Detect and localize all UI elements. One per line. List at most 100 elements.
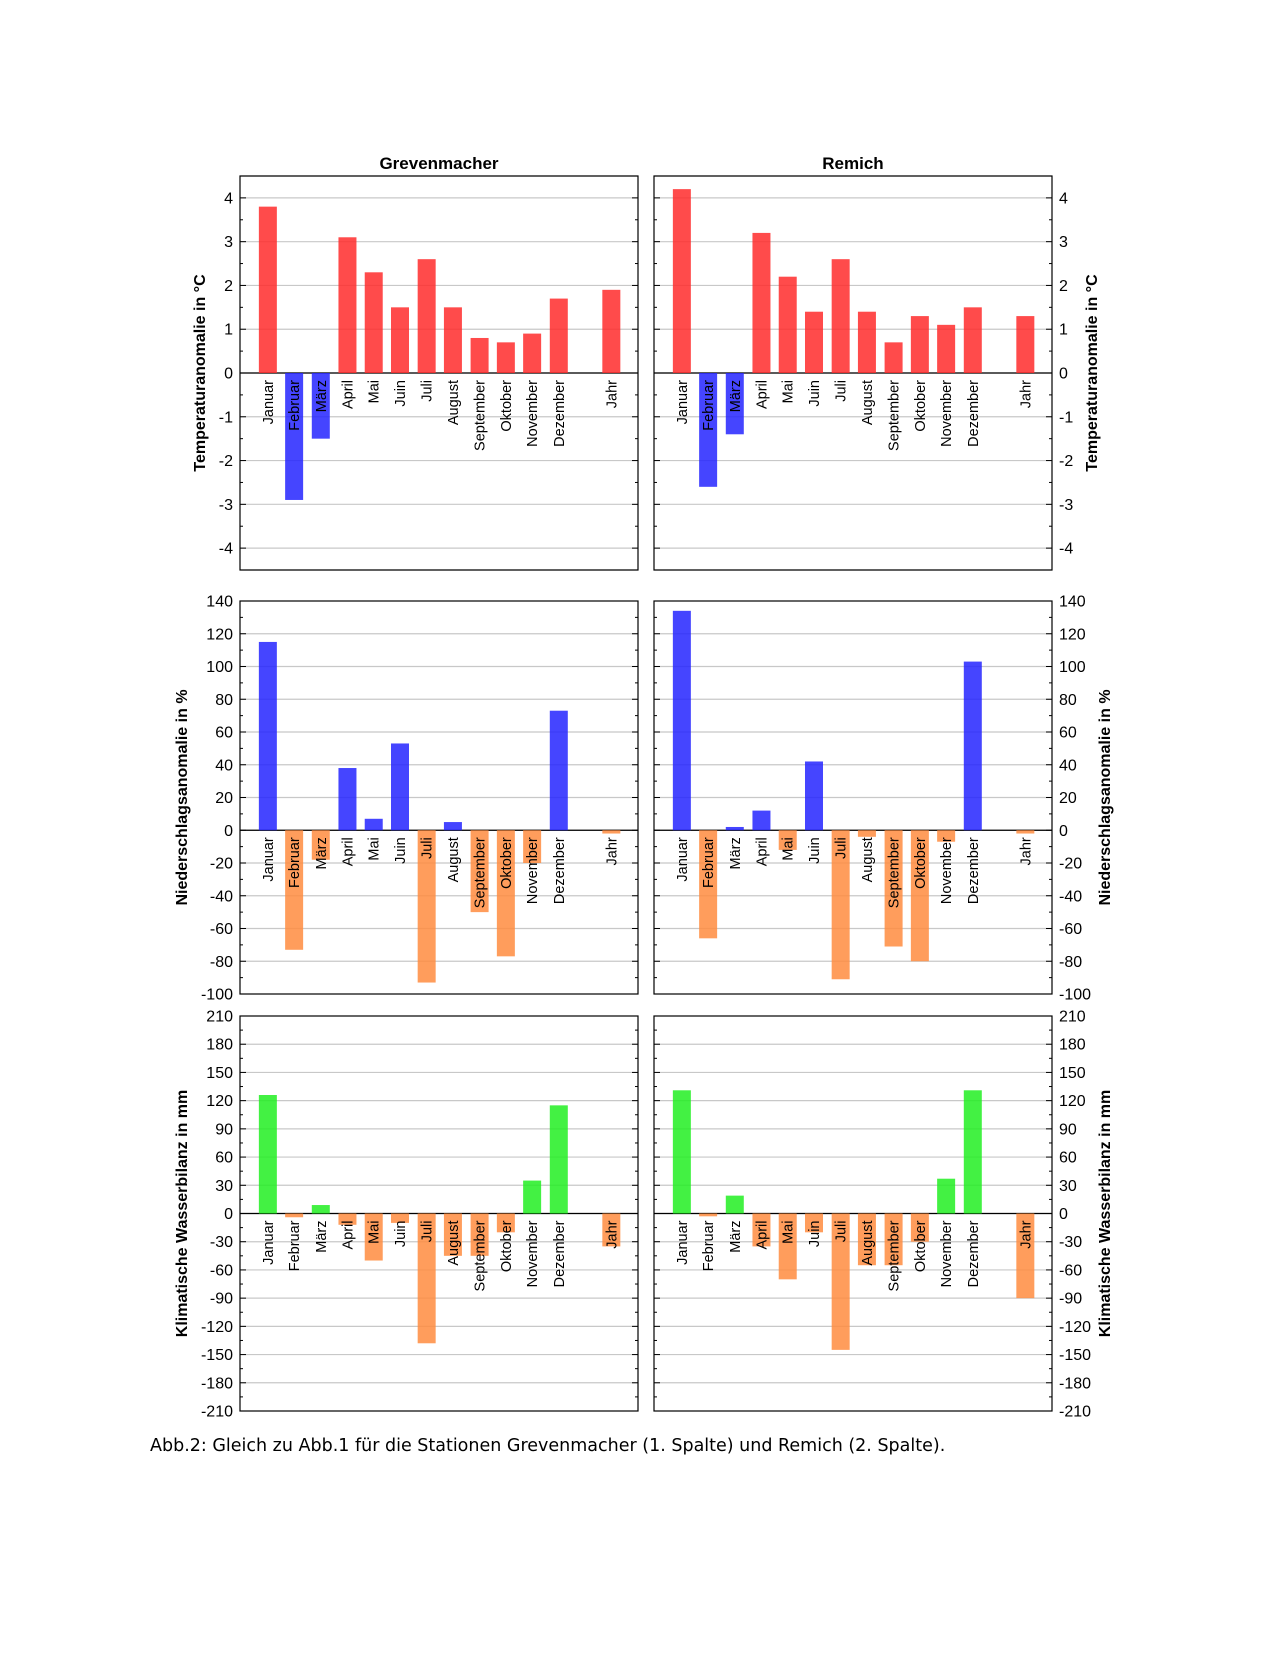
bar-juli bbox=[417, 830, 436, 983]
y-tick-label: 80 bbox=[1059, 692, 1077, 709]
month-label: Januar bbox=[675, 1220, 691, 1265]
y-tick-label: 2 bbox=[1059, 278, 1068, 295]
bar-juin bbox=[804, 761, 823, 831]
bar-februar bbox=[699, 373, 718, 487]
month-label: April bbox=[754, 380, 770, 409]
month-label: August bbox=[446, 837, 462, 882]
y-tick-label: -180 bbox=[201, 1375, 233, 1392]
month-label: Februar bbox=[287, 1220, 303, 1271]
y-tick-label: 180 bbox=[1059, 1037, 1086, 1054]
y-tick-label: -20 bbox=[1059, 856, 1082, 873]
y-tick-label: 20 bbox=[1059, 790, 1077, 807]
bar-november bbox=[937, 324, 956, 373]
y-tick-label: -120 bbox=[1059, 1319, 1091, 1336]
chart-title: Grevenmacher bbox=[379, 154, 498, 173]
month-label: Oktober bbox=[913, 380, 929, 432]
bar-märz bbox=[311, 373, 330, 439]
y-tick-label: -3 bbox=[1059, 497, 1073, 514]
bar-august bbox=[443, 307, 462, 373]
month-label: Februar bbox=[701, 837, 717, 888]
month-label: November bbox=[939, 837, 955, 904]
month-label: Februar bbox=[287, 380, 303, 431]
y-tick-label: -150 bbox=[1059, 1347, 1091, 1364]
bar-november bbox=[523, 830, 542, 863]
y-tick-label: 0 bbox=[1059, 366, 1068, 383]
y-tick-label: 2 bbox=[224, 278, 233, 295]
bar-januar bbox=[672, 610, 691, 831]
month-label: Jahr bbox=[1018, 1220, 1034, 1248]
y-axis-label: Klimatische Wasserbilanz in mm bbox=[1097, 1090, 1114, 1337]
month-label: Juli bbox=[834, 1221, 850, 1243]
bar-jahr bbox=[1016, 830, 1035, 834]
month-label: Juin bbox=[393, 837, 409, 864]
y-tick-label: -2 bbox=[219, 453, 233, 470]
bar-mai bbox=[364, 272, 383, 373]
month-label: Oktober bbox=[913, 1220, 929, 1272]
y-tick-label: 60 bbox=[215, 1150, 233, 1167]
bar-april bbox=[752, 810, 771, 831]
month-label: Jahr bbox=[604, 837, 620, 865]
y-tick-label: -80 bbox=[210, 954, 233, 971]
bar-september bbox=[470, 337, 489, 373]
month-label: Dezember bbox=[552, 837, 568, 904]
y-tick-label: -210 bbox=[1059, 1404, 1091, 1421]
bar-mai bbox=[778, 1213, 797, 1280]
y-tick-label: 120 bbox=[1059, 626, 1086, 643]
month-label: März bbox=[728, 380, 744, 412]
month-label: Februar bbox=[701, 1220, 717, 1271]
month-label: Mai bbox=[367, 380, 383, 403]
bar-oktober bbox=[910, 830, 929, 962]
bar-april bbox=[338, 237, 357, 373]
bar-januar bbox=[258, 641, 277, 831]
y-tick-label: -150 bbox=[201, 1347, 233, 1364]
y-tick-label: 120 bbox=[206, 626, 233, 643]
y-tick-label: -90 bbox=[210, 1291, 233, 1308]
month-label: Juli bbox=[834, 837, 850, 859]
y-tick-label: -60 bbox=[1059, 1262, 1082, 1279]
month-label: April bbox=[754, 1221, 770, 1250]
y-tick-label: 100 bbox=[206, 659, 233, 676]
bar-mai bbox=[364, 818, 383, 831]
chart-panel-6: Januar Februar März April Mai Juin Juli August S… bbox=[653, 1009, 1114, 1421]
bar-jahr bbox=[602, 289, 621, 373]
y-tick-label: 80 bbox=[215, 692, 233, 709]
month-label: Februar bbox=[701, 380, 717, 431]
y-tick-label: 0 bbox=[224, 366, 233, 383]
month-label: Jahr bbox=[1018, 380, 1034, 408]
month-label: November bbox=[939, 1220, 955, 1287]
month-label: Juin bbox=[393, 380, 409, 407]
y-axis-label: Temperaturanomalie in °C bbox=[1084, 274, 1101, 472]
month-label: August bbox=[860, 837, 876, 882]
bar-juli bbox=[417, 1213, 436, 1344]
y-tick-label: 0 bbox=[224, 1206, 233, 1223]
month-label: April bbox=[754, 837, 770, 866]
month-label: März bbox=[314, 837, 330, 869]
bar-jahr bbox=[602, 1213, 621, 1247]
bar-september bbox=[470, 1213, 489, 1256]
chart-title: Remich bbox=[822, 154, 883, 173]
month-label: November bbox=[939, 380, 955, 447]
bar-märz bbox=[311, 830, 330, 860]
bar-märz bbox=[725, 1195, 744, 1214]
bar-juin bbox=[804, 311, 823, 373]
month-label: November bbox=[525, 1220, 541, 1287]
y-axis-label: Niederschlagsanomalie in % bbox=[1097, 689, 1114, 905]
bar-märz bbox=[311, 1205, 330, 1214]
y-axis-label: Niederschlagsanomalie in % bbox=[174, 689, 191, 905]
month-label: Oktober bbox=[499, 380, 515, 432]
month-label: Mai bbox=[781, 1221, 797, 1244]
month-label: März bbox=[728, 837, 744, 869]
y-tick-label: -210 bbox=[201, 1404, 233, 1421]
month-label: Dezember bbox=[966, 837, 982, 904]
month-label: Mai bbox=[367, 837, 383, 860]
month-label: September bbox=[887, 837, 903, 908]
y-tick-label: -1 bbox=[1059, 409, 1073, 426]
y-tick-label: 60 bbox=[215, 725, 233, 742]
y-tick-label: -40 bbox=[1059, 888, 1082, 905]
y-tick-label: 30 bbox=[215, 1178, 233, 1195]
month-label: November bbox=[525, 837, 541, 904]
y-tick-label: 40 bbox=[215, 757, 233, 774]
month-label: November bbox=[525, 380, 541, 447]
month-label: Februar bbox=[287, 837, 303, 888]
bar-august bbox=[857, 311, 876, 373]
